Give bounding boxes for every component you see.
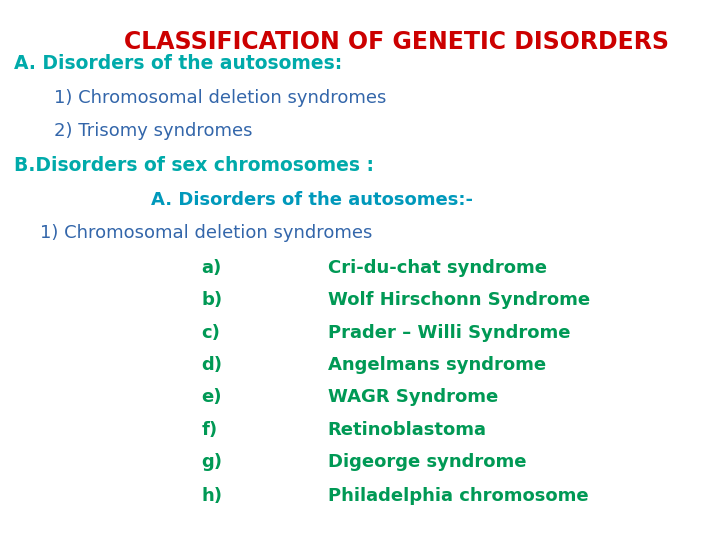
- Text: e): e): [202, 388, 222, 407]
- Text: Digeorge syndrome: Digeorge syndrome: [328, 453, 526, 471]
- Text: Prader – Willi Syndrome: Prader – Willi Syndrome: [328, 323, 570, 342]
- Text: Retinoblastoma: Retinoblastoma: [328, 421, 487, 439]
- Text: A. Disorders of the autosomes:: A. Disorders of the autosomes:: [14, 54, 343, 73]
- Text: g): g): [202, 453, 222, 471]
- Text: 1) Chromosomal deletion syndromes: 1) Chromosomal deletion syndromes: [54, 89, 387, 107]
- Text: Cri-du-chat syndrome: Cri-du-chat syndrome: [328, 259, 546, 277]
- Text: h): h): [202, 487, 222, 505]
- Text: Wolf Hirschonn Syndrome: Wolf Hirschonn Syndrome: [328, 291, 590, 309]
- Text: Philadelphia chromosome: Philadelphia chromosome: [328, 487, 588, 505]
- Text: A. Disorders of the autosomes:-: A. Disorders of the autosomes:-: [151, 191, 473, 209]
- Text: Angelmans syndrome: Angelmans syndrome: [328, 356, 546, 374]
- Text: 2) Trisomy syndromes: 2) Trisomy syndromes: [54, 122, 253, 140]
- Text: 1) Chromosomal deletion syndromes: 1) Chromosomal deletion syndromes: [40, 224, 372, 242]
- Text: c): c): [202, 323, 220, 342]
- Text: CLASSIFICATION OF GENETIC DISORDERS: CLASSIFICATION OF GENETIC DISORDERS: [124, 30, 668, 53]
- Text: WAGR Syndrome: WAGR Syndrome: [328, 388, 498, 407]
- Text: a): a): [202, 259, 222, 277]
- Text: d): d): [202, 356, 222, 374]
- Text: f): f): [202, 421, 217, 439]
- Text: B.Disorders of sex chromosomes :: B.Disorders of sex chromosomes :: [14, 156, 374, 175]
- Text: b): b): [202, 291, 222, 309]
